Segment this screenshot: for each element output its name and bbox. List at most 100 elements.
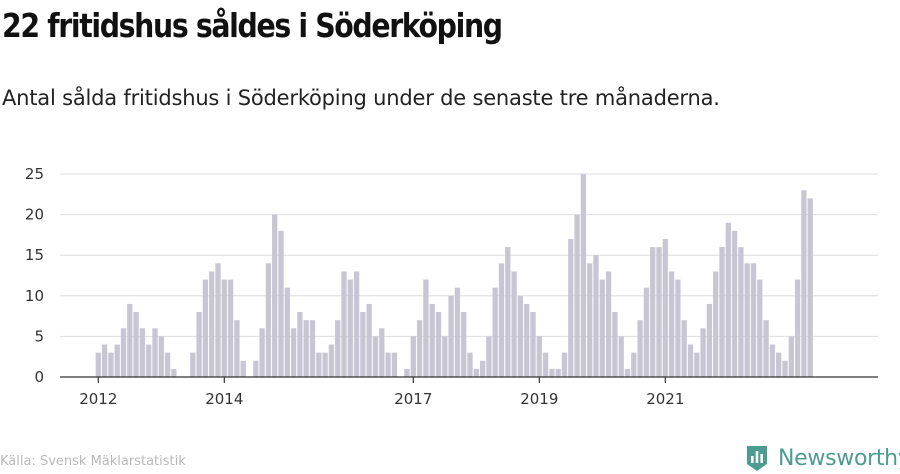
bar <box>139 328 146 377</box>
bar <box>568 238 574 377</box>
page-subtitle: Antal sålda fritidshus i Söderköping und… <box>2 86 720 110</box>
bar <box>580 174 587 377</box>
bar <box>687 344 694 377</box>
bar <box>549 368 555 377</box>
page-title: 22 fritidshus såldes i Söderköping <box>2 6 503 45</box>
bar <box>322 352 328 377</box>
bar <box>700 328 706 377</box>
bar <box>120 328 127 377</box>
bar <box>404 368 410 377</box>
bar <box>675 279 681 377</box>
data-labels: 22 <box>806 0 826 4</box>
bar <box>127 303 133 377</box>
bar <box>259 328 265 377</box>
bar <box>524 303 530 377</box>
bar <box>429 303 435 377</box>
bar <box>479 360 486 377</box>
y-tick-label: 20 <box>25 206 44 224</box>
brand-name: Newsworthy <box>778 445 900 471</box>
highlight-data-label: 22 <box>806 0 826 4</box>
x-tick-label: 2019 <box>520 390 558 408</box>
bar <box>467 352 473 377</box>
bar <box>360 312 366 377</box>
bar <box>341 271 347 377</box>
bar <box>719 247 725 377</box>
bar <box>536 336 542 377</box>
bar <box>662 238 668 377</box>
bar <box>391 352 398 377</box>
bar <box>372 336 379 377</box>
bar <box>454 287 461 377</box>
bar <box>423 279 429 377</box>
bar <box>303 320 309 377</box>
bar <box>656 247 662 377</box>
bar <box>599 279 605 377</box>
bar <box>618 336 624 377</box>
bar <box>794 279 801 377</box>
bar <box>637 320 643 377</box>
bar <box>706 303 713 377</box>
bar <box>284 287 290 377</box>
bar <box>114 344 120 377</box>
bar <box>624 368 631 377</box>
y-axis-labels: 0 5 10 15 20 25 <box>25 165 44 386</box>
bar <box>738 247 744 377</box>
bar <box>801 190 807 377</box>
bar <box>158 336 164 377</box>
y-tick-label: 0 <box>34 368 44 386</box>
bar <box>164 352 171 377</box>
y-tick-label: 10 <box>25 287 44 305</box>
bar <box>221 279 227 377</box>
bar <box>517 295 524 377</box>
bar <box>511 271 517 377</box>
bar-chart: 0 5 10 15 20 25 2012 2014 2017 2019 2021 22 <box>25 0 878 408</box>
bar <box>605 271 612 377</box>
bar <box>542 352 549 377</box>
bar <box>385 352 391 377</box>
bar <box>561 352 568 377</box>
y-tick-label: 5 <box>34 327 44 345</box>
bar <box>694 352 700 377</box>
bar <box>757 279 763 377</box>
bar <box>297 312 303 377</box>
bar <box>190 352 196 377</box>
newsworthy-logo-icon <box>747 446 767 471</box>
bar <box>410 336 416 377</box>
brand-logo: Newsworthy <box>745 443 900 473</box>
bar <box>530 312 536 377</box>
bar <box>240 360 246 377</box>
bar <box>234 320 240 377</box>
bar <box>713 271 719 377</box>
bar <box>171 368 177 377</box>
bar <box>574 214 580 377</box>
bar <box>215 263 221 377</box>
bar <box>731 230 738 377</box>
bar <box>650 247 656 377</box>
source-note: Källa: Svensk Mäklarstatistik <box>0 454 186 469</box>
bar <box>461 312 467 377</box>
bar <box>750 263 757 377</box>
bar <box>416 320 423 377</box>
bar <box>253 360 259 377</box>
bar <box>763 320 769 377</box>
bars <box>95 174 813 377</box>
bar <box>593 255 599 377</box>
bar <box>807 198 813 377</box>
bar <box>473 368 479 377</box>
bar <box>347 279 353 377</box>
bar <box>209 271 215 377</box>
bar <box>498 263 505 377</box>
bar <box>725 222 731 377</box>
bar <box>435 312 442 377</box>
bar <box>272 214 278 377</box>
bar <box>265 263 272 377</box>
bar <box>133 312 139 377</box>
bar <box>309 320 316 377</box>
bar <box>448 295 454 377</box>
bar <box>505 247 511 377</box>
bar <box>769 344 776 377</box>
bar <box>328 344 335 377</box>
bar <box>782 360 788 377</box>
bar <box>776 352 782 377</box>
x-tick-label: 2017 <box>394 390 432 408</box>
